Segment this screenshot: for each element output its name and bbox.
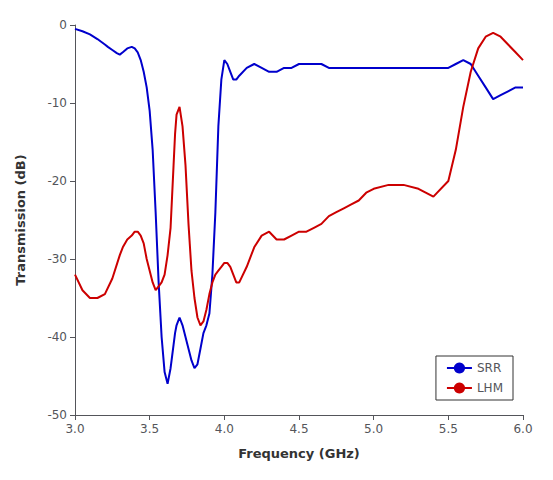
svg-text:4.0: 4.0 — [215, 422, 234, 436]
svg-text:Frequency (GHz): Frequency (GHz) — [238, 446, 360, 461]
svg-text:-30: -30 — [47, 252, 67, 266]
svg-text:5.5: 5.5 — [439, 422, 458, 436]
svg-text:-40: -40 — [47, 330, 67, 344]
svg-text:-20: -20 — [47, 174, 67, 188]
svg-text:-10: -10 — [47, 96, 67, 110]
svg-text:3.5: 3.5 — [140, 422, 159, 436]
svg-text:5.0: 5.0 — [364, 422, 383, 436]
svg-text:SRR: SRR — [477, 361, 501, 375]
svg-text:LHM: LHM — [477, 381, 503, 395]
svg-text:3.0: 3.0 — [65, 422, 84, 436]
svg-text:6.0: 6.0 — [513, 422, 532, 436]
svg-text:0: 0 — [59, 18, 67, 32]
svg-text:Transmission (dB): Transmission (dB) — [13, 154, 28, 285]
svg-text:4.5: 4.5 — [289, 422, 308, 436]
svg-text:-50: -50 — [47, 408, 67, 422]
